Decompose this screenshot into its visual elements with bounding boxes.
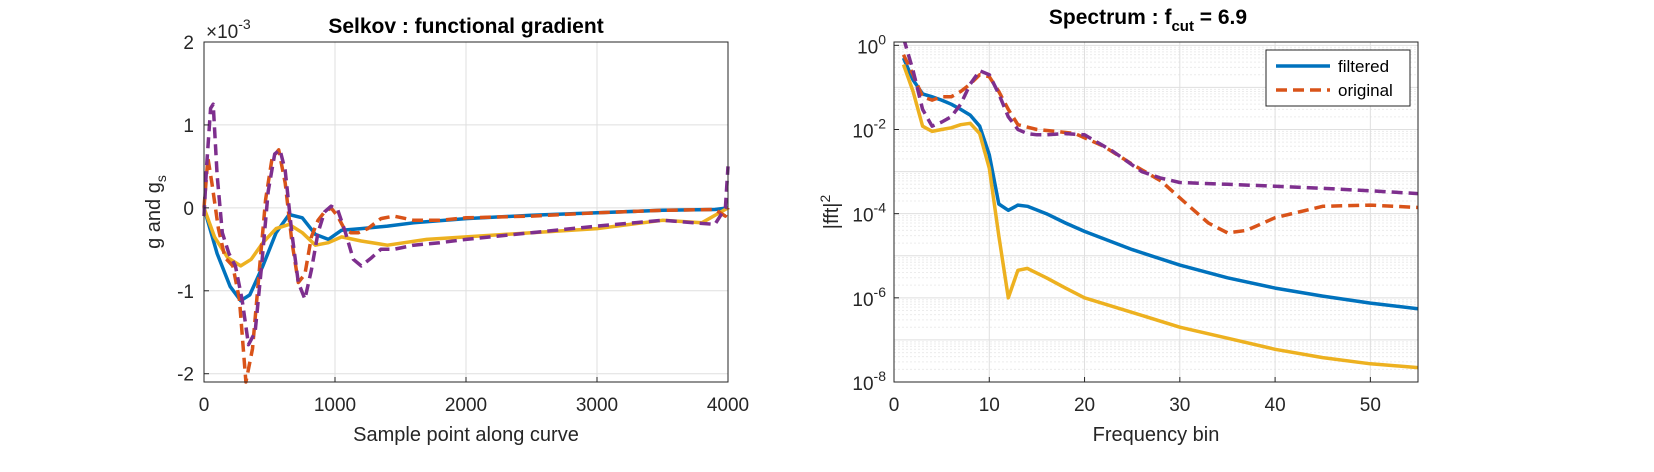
left-y-tick-label: 1 [183,116,194,137]
legend-box [1265,49,1411,107]
right-x-tick-label: 30 [1169,395,1190,416]
right-y-axis-label: |fft|2 [817,195,843,230]
legend-label-filtered: filtered [1338,57,1389,76]
right-y-tick-label: 10-8 [852,368,886,395]
left-x-tick-label: 4000 [707,395,749,416]
right-y-tick-label: 10-4 [852,200,886,227]
left-x-axis-label: Sample point along curve [353,424,579,446]
left-x-tick-label: 1000 [314,395,356,416]
left-x-tick-label: 2000 [445,395,487,416]
left-chart-title: Selkov : functional gradient [328,15,603,38]
right-axes-box [893,41,1419,383]
left-chart-panel: 0 1000 2000 3000 4000 -2 -1 0 1 2 Selkov : functi… [143,15,749,446]
right-x-tick-label: 0 [889,395,900,416]
right-chart-title: Spectrum : fcut = 6.9 [1049,6,1247,35]
left-y-tick-label: -2 [177,365,194,386]
right-series-line-4 [902,42,1418,196]
legend-label-original: original [1338,81,1393,100]
left-exponent-label: ×10-3 [206,16,251,43]
right-x-tick-label: 40 [1265,395,1286,416]
left-y-axis-label: g and gs [143,175,169,249]
right-x-axis-label: Frequency bin [1093,424,1220,446]
right-series-line-original [901,53,1418,235]
right-series-line-filtered [901,57,1418,311]
left-series-line-4 [202,102,730,347]
right-y-tick-label: 10-6 [852,284,886,311]
right-y-tick-label: 100 [857,31,886,58]
legend: filtered original [1265,49,1411,107]
left-y-tick-label: -1 [177,282,194,303]
right-y-tick-label: 10-2 [852,115,886,142]
right-x-tick-label: 20 [1074,395,1095,416]
left-x-tick-label: 3000 [576,395,618,416]
right-x-tick-label: 10 [979,395,1000,416]
left-y-tick-label: 2 [183,33,194,54]
left-series-line-3 [202,148,730,384]
right-x-tick-label: 50 [1360,395,1381,416]
right-chart-panel: 0 10 20 30 40 50 10-8 10-6 10-4 10-2 100 Spectrum … [817,6,1419,446]
right-series-line-3 [901,63,1418,370]
left-y-tick-label: 0 [183,199,194,220]
left-x-tick-label: 0 [199,395,210,416]
